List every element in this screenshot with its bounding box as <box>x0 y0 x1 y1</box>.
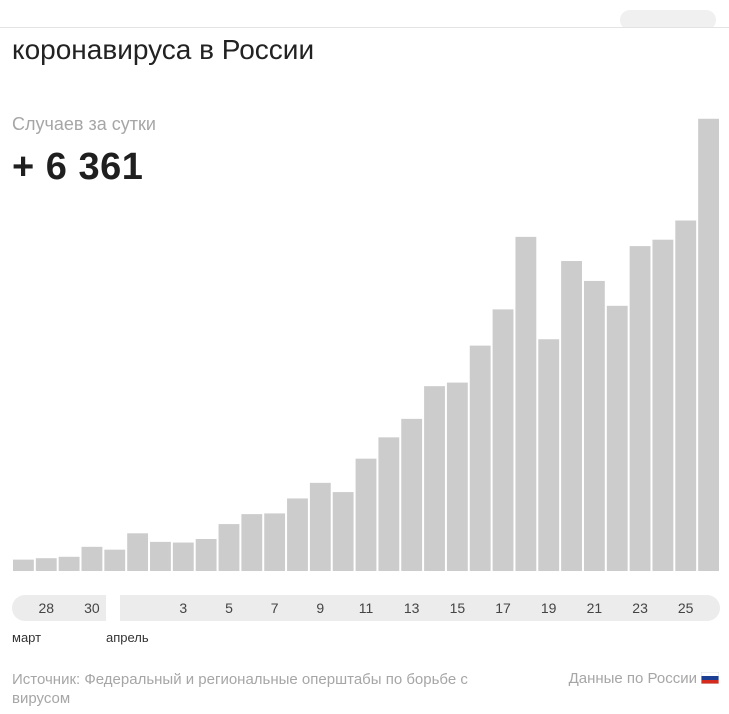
tick-label-19: 19 <box>540 600 557 616</box>
bar-7[interactable] <box>264 513 286 571</box>
cases-bar-chart <box>13 118 719 572</box>
tick-label-23: 23 <box>632 600 648 616</box>
tick-label-3: 3 <box>179 600 188 616</box>
metric-label: Случаев за сутки <box>12 114 156 134</box>
month-label-april: апрель <box>106 630 149 645</box>
cut-off-title <box>12 0 20 18</box>
source-note: Источник: Федеральный и региональные опе… <box>12 671 468 707</box>
tick-label-5: 5 <box>225 600 233 616</box>
tick-label-28: 28 <box>38 600 55 616</box>
bar-22[interactable] <box>606 305 628 571</box>
bar-8[interactable] <box>287 498 308 571</box>
month-label-march: март <box>12 630 42 645</box>
metric-value: + 6 361 <box>12 146 144 188</box>
bar-1[interactable] <box>127 533 149 571</box>
tick-label-21: 21 <box>586 600 603 616</box>
bar-3[interactable] <box>172 542 194 571</box>
tick-label-7: 7 <box>270 600 279 616</box>
page-title: коронавируса в России <box>12 34 315 65</box>
bar-11[interactable] <box>355 458 377 571</box>
bar-24[interactable] <box>652 239 674 571</box>
bar-29[interactable] <box>58 556 80 571</box>
bar-14[interactable] <box>424 386 445 571</box>
tick-label-9: 9 <box>316 600 325 616</box>
bar-21[interactable] <box>583 280 605 571</box>
tick-label-13: 13 <box>403 600 420 616</box>
bar-10[interactable] <box>332 492 354 571</box>
header-divider <box>0 27 729 28</box>
bar-13[interactable] <box>401 418 423 571</box>
data-link[interactable]: Данные по России <box>569 670 719 687</box>
tick-label-11: 11 <box>358 600 374 616</box>
russia-flag-icon <box>701 672 719 684</box>
month-separator <box>106 595 120 621</box>
bar-23[interactable] <box>629 246 651 571</box>
bar-15[interactable] <box>446 382 468 571</box>
bar-12[interactable] <box>378 437 400 571</box>
bar-19[interactable] <box>538 339 560 571</box>
bar-16[interactable] <box>469 345 491 571</box>
bar-17[interactable] <box>492 309 514 572</box>
x-axis-track <box>12 595 720 621</box>
bar-26[interactable] <box>698 118 719 571</box>
bar-20[interactable] <box>561 261 582 571</box>
top-header-strip <box>0 0 729 28</box>
data-link-label: Данные по России <box>568 670 697 687</box>
bar-4[interactable] <box>195 539 217 571</box>
bar-31[interactable] <box>104 549 126 571</box>
bar-25[interactable] <box>675 220 697 571</box>
bar-30[interactable] <box>81 546 103 571</box>
tick-label-25: 25 <box>677 600 694 616</box>
menu-pill[interactable] <box>620 10 716 28</box>
tick-label-15: 15 <box>449 600 466 616</box>
bar-18[interactable] <box>515 236 537 572</box>
bar-5[interactable] <box>218 524 240 571</box>
bar-6[interactable] <box>241 514 263 572</box>
bar-2[interactable] <box>150 541 171 571</box>
bar-27[interactable] <box>13 559 34 572</box>
tick-label-30: 30 <box>84 600 100 616</box>
bar-9[interactable] <box>309 482 331 571</box>
tick-label-17: 17 <box>495 600 511 616</box>
bar-28[interactable] <box>35 558 57 571</box>
